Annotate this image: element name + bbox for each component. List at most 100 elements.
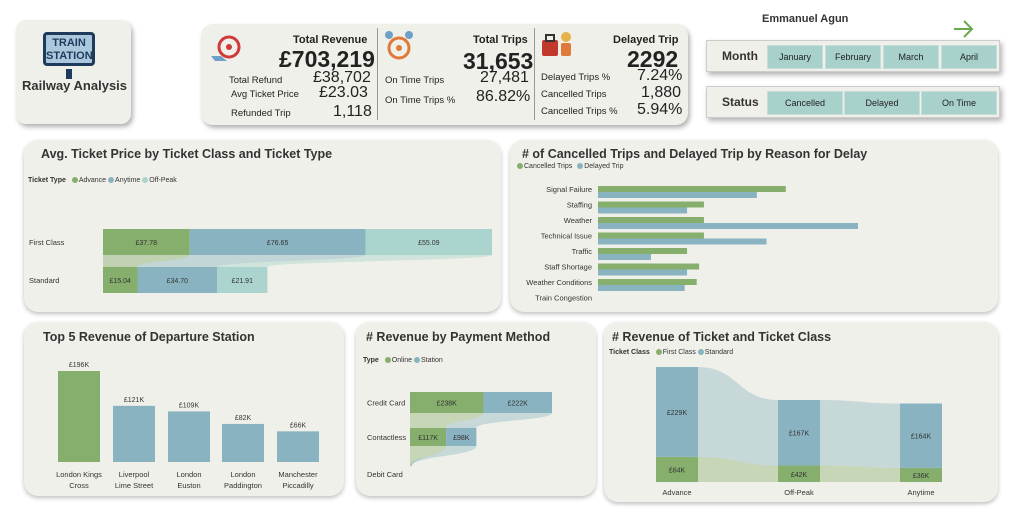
chart1-title: Avg. Ticket Price by Ticket Class and Ti… <box>41 147 333 161</box>
legend-standard: Standard <box>704 349 734 356</box>
category-label: Lime Street <box>115 481 154 490</box>
refunded-value: 1,118 <box>333 103 372 120</box>
chart2-plot: Signal Failure Staffing Weather Technical I… <box>526 185 858 303</box>
category-label: Standard <box>29 276 59 285</box>
total-trips-value: 31,653 <box>463 48 534 74</box>
avg-ticket-price-card: Avg. Ticket Price by Ticket Class and Ti… <box>24 140 501 312</box>
ribbon-online <box>410 413 484 428</box>
data-label: £42K <box>791 472 808 479</box>
status-option-cancelled[interactable]: Cancelled <box>767 91 843 115</box>
ribbon-station <box>410 446 477 466</box>
ribbon-advance <box>103 255 190 267</box>
category-label: Liverpool <box>119 470 150 479</box>
legend-station: Station <box>420 357 443 364</box>
bar-delayed-trip <box>598 254 651 260</box>
ribbon-station <box>446 413 552 428</box>
category-label: Traffic <box>572 247 593 256</box>
trips-icon <box>385 31 413 60</box>
chart1-legend-title: Ticket Type <box>28 177 66 184</box>
ontime-pct-value: 86.82% <box>476 88 531 105</box>
column-segment <box>778 399 820 466</box>
month-option-march[interactable]: March <box>883 45 939 69</box>
ontime-label: On Time Trips <box>385 75 445 86</box>
category-label: Signal Failure <box>546 185 592 194</box>
category-label: Euston <box>177 481 200 490</box>
delayed-value: 2292 <box>627 46 679 72</box>
bar-segment <box>217 267 268 293</box>
delayed-label: Delayed Trip <box>613 34 679 46</box>
avg-ticket-label: Avg Ticket Price <box>231 89 299 100</box>
data-label: £34.70 <box>167 278 189 285</box>
status-option-delayed[interactable]: Delayed <box>844 91 920 115</box>
legend-advance: Advance <box>78 177 107 184</box>
legend-firstclass: First Class <box>662 349 696 356</box>
legend-online: Online <box>391 357 413 364</box>
month-slicer-label: Month <box>722 49 758 63</box>
ontime-pct-label: On Time Trips % <box>385 95 456 106</box>
status-slicer: Status Cancelled Delayed On Time <box>706 86 1000 118</box>
category-label: Weather Conditions <box>526 278 592 287</box>
total-refund-value: £38,702 <box>313 69 371 86</box>
legend-firstclass-swatch <box>655 349 662 355</box>
status-option-ontime[interactable]: On Time <box>921 91 997 115</box>
chart2-title: # of Cancelled Trips and Delayed Trip by… <box>522 147 868 161</box>
station-bar <box>222 423 264 462</box>
data-label: £76.65 <box>267 240 289 247</box>
chart4-title: # Revenue by Payment Method <box>366 330 551 344</box>
ribbon-online <box>410 446 447 466</box>
chart4-plot: Credit Card £238K £222K Contactless £117K £98… <box>367 392 552 479</box>
kpi-divider-1 <box>377 28 378 120</box>
chart5-plot: £64K £229K Advance £42K £167K Off-Peak £36K £16… <box>656 367 942 497</box>
station-bar <box>58 371 100 462</box>
cancelled-label: Cancelled Trips <box>541 89 607 100</box>
ribbon-first-class <box>820 465 900 482</box>
chart2-legend: Cancelled Trips Delayed Trip <box>517 163 624 170</box>
total-revenue-value: £703,219 <box>279 46 375 72</box>
ribbon-first-class <box>698 456 778 482</box>
data-label: £55.09 <box>418 240 440 247</box>
chart4-legend: Type Online Station <box>363 357 443 364</box>
month-option-january[interactable]: January <box>767 45 823 69</box>
data-label: £37.78 <box>136 240 158 247</box>
delayed-pct-label: Delayed Trips % <box>541 72 611 83</box>
month-option-february[interactable]: February <box>825 45 881 69</box>
data-label: £164K <box>911 434 932 441</box>
bar-cancelled-trips <box>598 279 697 285</box>
revenue-icon <box>211 35 241 61</box>
bar-segment <box>365 229 492 255</box>
legend-cancelled-swatch <box>517 163 523 169</box>
data-label: £36K <box>913 473 930 480</box>
data-label: £66K <box>290 422 307 429</box>
train-station-sign-icon: TRAIN STATION <box>43 32 95 66</box>
month-option-april[interactable]: April <box>941 45 997 69</box>
chart3-title: Top 5 Revenue of Departure Station <box>43 330 255 344</box>
category-label: Cross <box>69 481 89 490</box>
station-bar <box>113 405 155 462</box>
bar-segment <box>189 229 366 255</box>
legend-anytime: Anytime <box>115 177 141 184</box>
ribbon-off-peak <box>217 255 492 267</box>
ontime-value: 27,481 <box>480 69 529 86</box>
chart1-plot: First Class £37.78 £76.65 £55.09 Standard £15… <box>29 229 492 293</box>
bar-delayed-trip <box>598 192 757 198</box>
logo-card: TRAIN STATION Railway Analysis <box>16 20 131 124</box>
category-label: Staff Shortage <box>544 263 592 272</box>
category-label: Technical Issue <box>541 232 592 241</box>
arrow-right-icon[interactable] <box>952 18 976 40</box>
category-label: Anytime <box>907 488 934 497</box>
bar-delayed-trip <box>598 285 685 291</box>
bar-segment <box>103 267 138 293</box>
legend-offpeak: Off-Peak <box>149 177 177 184</box>
category-label: Advance <box>662 488 691 497</box>
column-segment <box>900 467 942 482</box>
ribbon-standard <box>820 399 900 468</box>
luggage-icon <box>542 32 571 56</box>
refunded-label: Refunded Trip <box>231 108 291 119</box>
reason-delay-card: # of Cancelled Trips and Delayed Trip by… <box>510 140 998 312</box>
column-segment <box>656 456 698 482</box>
chart4-legend-title: Type <box>363 357 379 364</box>
data-label: £98K <box>453 435 470 442</box>
month-slicer: Month January February March April <box>706 40 1000 72</box>
sign-line-2: STATION <box>46 50 93 62</box>
sign-post <box>66 69 72 79</box>
